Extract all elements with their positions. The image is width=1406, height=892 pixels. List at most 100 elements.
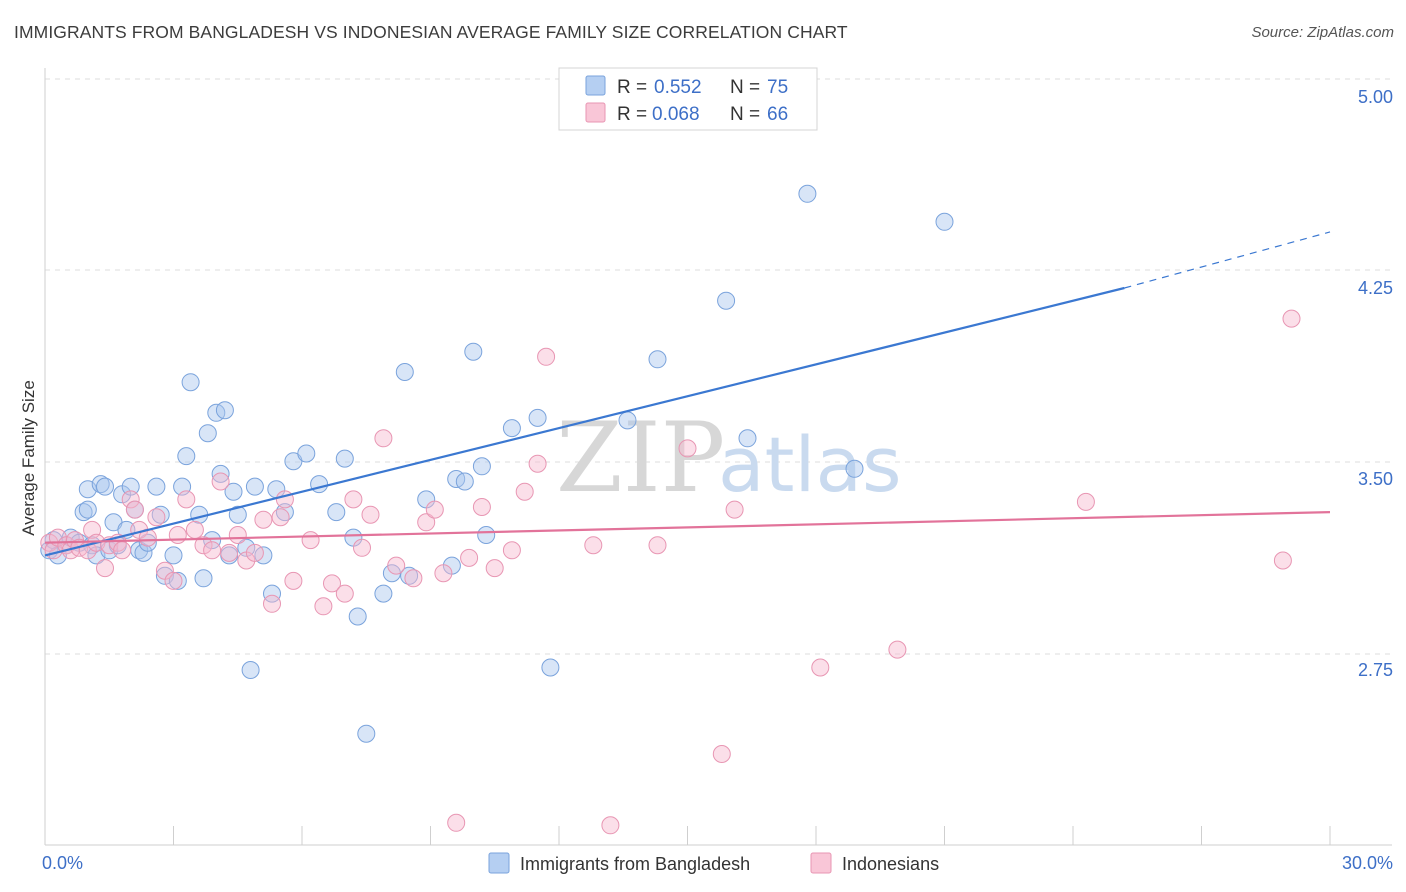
bangladesh-point-70	[618, 411, 637, 430]
indonesians-point-62	[725, 500, 744, 519]
indonesians-point-44	[387, 556, 406, 575]
indonesians-point-66	[1273, 551, 1292, 570]
bangladesh-point-54	[348, 607, 367, 626]
bangladesh-point-33	[198, 424, 217, 443]
indonesians-point-60	[678, 439, 697, 458]
indonesians-point-28	[228, 526, 247, 544]
bangladesh-point-12	[96, 477, 114, 496]
bangladesh-point-45	[263, 584, 281, 603]
bottom-legend: Immigrants from Bangladesh Indonesians	[488, 852, 939, 874]
bangladesh-point-74	[798, 184, 817, 203]
legend-n-label-1: N =	[730, 77, 760, 98]
indonesians-point-42	[361, 505, 380, 524]
bangladesh-point-56	[374, 584, 393, 603]
y-tick-label-3: 5.00	[1358, 87, 1393, 107]
axes	[44, 68, 1392, 846]
legend-n-value-2: 66	[767, 104, 788, 125]
bottom-legend-swatch-pink	[810, 852, 832, 874]
indonesians-point-14	[121, 490, 140, 509]
indonesians-point-51	[472, 498, 491, 516]
indonesians-point-48	[434, 564, 453, 583]
indonesians-trend-line	[44, 511, 1331, 544]
indonesians-point-26	[211, 472, 230, 491]
indonesians-point-56	[537, 347, 556, 366]
bangladesh-point-7	[78, 500, 97, 519]
indonesians-point-33	[271, 508, 290, 527]
legend-swatch-blue	[585, 75, 606, 96]
indonesians-point-25	[203, 541, 222, 560]
chart-title: IMMIGRANTS FROM BANGLADESH VS INDONESIAN…	[14, 22, 848, 42]
bangladesh-point-63	[455, 472, 474, 491]
indonesians-point-67	[1282, 309, 1301, 328]
bangladesh-point-58	[395, 363, 414, 381]
bangladesh-point-72	[717, 291, 736, 310]
indonesians-point-20	[164, 571, 183, 590]
indonesians-point-54	[515, 482, 534, 501]
indonesians-point-49	[447, 813, 466, 832]
indonesians-point-55	[528, 454, 547, 473]
indonesians-point-24	[194, 536, 213, 555]
bangladesh-point-32	[194, 569, 213, 588]
y-axis-label: Average Family Size	[19, 380, 38, 536]
bangladesh-point-22	[138, 533, 157, 552]
indonesians-point-35	[284, 571, 303, 590]
bangladesh-point-51	[327, 503, 346, 522]
indonesians-point-61	[712, 745, 731, 763]
trend-lines	[44, 231, 1331, 557]
indonesians-point-40	[344, 490, 363, 509]
bangladesh-point-55	[357, 724, 376, 743]
watermark-zip: ZIP	[556, 402, 725, 514]
indonesians-point-36	[301, 531, 320, 550]
bangladesh-point-27	[168, 571, 187, 590]
bottom-legend-label-indonesians: Indonesians	[842, 854, 939, 874]
legend-n-label-2: N =	[730, 104, 760, 125]
bangladesh-point-18	[121, 477, 140, 496]
indonesians-point-31	[254, 510, 273, 529]
bottom-legend-label-bangladesh: Immigrants from Bangladesh	[520, 854, 750, 874]
watermark-atlas: atlas	[718, 420, 902, 509]
bangladesh-point-40	[228, 505, 247, 524]
indonesians-point-65	[1076, 492, 1095, 511]
indonesians-point-41	[353, 538, 371, 557]
indonesians-point-47	[425, 500, 444, 519]
bangladesh-point-75	[845, 459, 864, 478]
bangladesh-point-23	[147, 477, 166, 496]
indonesians-point-32	[263, 594, 281, 613]
bangladesh-point-73	[738, 429, 757, 448]
y-tick-label-1: 3.50	[1358, 469, 1393, 489]
bangladesh-point-67	[502, 419, 521, 438]
bangladesh-point-49	[297, 444, 316, 463]
indonesians-point-59	[648, 536, 667, 555]
bangladesh-point-66	[477, 526, 496, 544]
legend-r-label-1: R =	[617, 77, 647, 98]
bangladesh-point-34	[203, 531, 222, 550]
series-indonesians-points	[40, 309, 1301, 835]
bangladesh-point-69	[541, 658, 560, 677]
bottom-legend-swatch-blue	[488, 852, 510, 874]
bangladesh-point-29	[177, 447, 196, 466]
bangladesh-point-30	[181, 373, 200, 392]
bangladesh-point-52	[335, 449, 354, 468]
bangladesh-point-76	[935, 212, 954, 231]
indonesians-point-57	[584, 536, 603, 555]
legend-box: R = 0.552 N = 75 R = 0.068 N = 66	[558, 67, 818, 131]
indonesians-point-64	[888, 640, 907, 659]
indonesians-point-21	[168, 526, 187, 544]
bangladesh-point-37	[215, 401, 234, 420]
bangladesh-point-65	[472, 457, 491, 476]
bangladesh-point-42	[241, 661, 260, 679]
legend-r-value-1: 0.552	[654, 77, 702, 98]
bangladesh-point-41	[237, 538, 256, 557]
bangladesh-point-43	[245, 477, 264, 496]
watermark: ZIP atlas	[556, 402, 902, 514]
legend-r-label-2: R =	[617, 104, 647, 125]
indonesians-point-15	[125, 500, 144, 519]
indonesians-point-50	[460, 548, 479, 567]
series-bangladesh-points	[40, 184, 954, 743]
legend-r-value-2: 0.068	[652, 104, 700, 125]
indonesians-point-13	[113, 541, 132, 560]
legend-n-value-1: 75	[767, 77, 788, 98]
bangladesh-point-64	[464, 342, 483, 361]
indonesians-point-23	[185, 520, 204, 539]
indonesians-point-27	[220, 543, 239, 562]
